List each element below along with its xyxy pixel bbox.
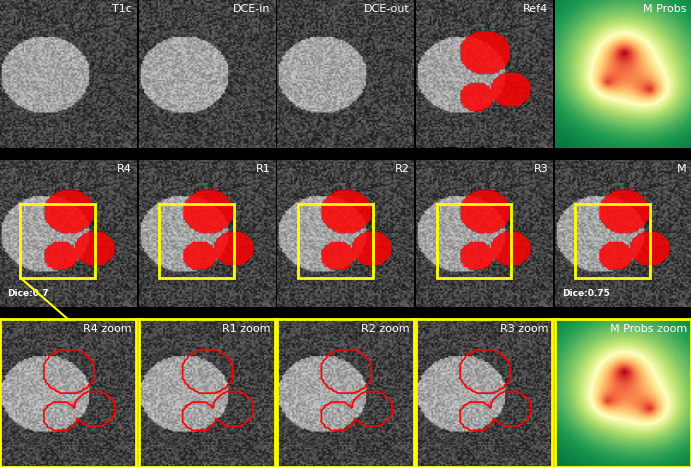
Text: Ref4: Ref4: [523, 4, 548, 14]
Text: M: M: [677, 164, 687, 174]
Text: R3: R3: [533, 164, 548, 174]
Text: R3 zoom: R3 zoom: [500, 324, 548, 333]
Text: R2: R2: [395, 164, 410, 174]
Bar: [576, 204, 650, 278]
Text: DCE-in: DCE-in: [233, 4, 271, 14]
Text: R4 zoom: R4 zoom: [84, 324, 132, 333]
Bar: [298, 204, 372, 278]
Text: Dice:0.75: Dice:0.75: [562, 289, 609, 297]
Text: Dice:0.7: Dice:0.7: [7, 289, 48, 297]
Text: T1c: T1c: [112, 4, 132, 14]
Text: R4: R4: [117, 164, 132, 174]
Text: R1: R1: [256, 164, 271, 174]
Text: M Probs zoom: M Probs zoom: [609, 324, 687, 333]
Bar: [159, 204, 234, 278]
Text: DCE-out: DCE-out: [363, 4, 410, 14]
Bar: [437, 204, 511, 278]
Text: R2 zoom: R2 zoom: [361, 324, 410, 333]
Bar: [21, 204, 95, 278]
Text: R1 zoom: R1 zoom: [223, 324, 271, 333]
Text: M Probs: M Probs: [643, 4, 687, 14]
